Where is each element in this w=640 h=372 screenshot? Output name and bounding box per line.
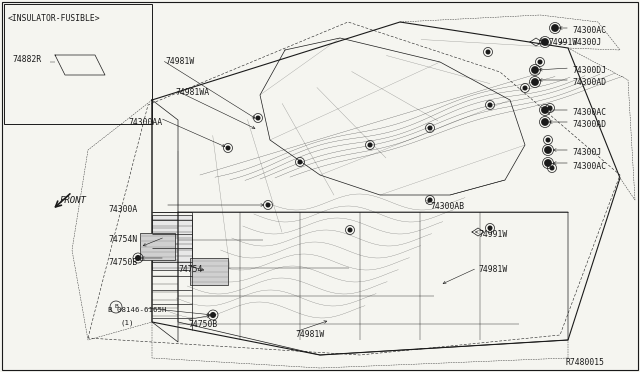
Text: 74991W: 74991W [548, 38, 577, 47]
Circle shape [541, 38, 548, 45]
Text: 74300AD: 74300AD [572, 120, 606, 129]
Text: B: B [114, 305, 118, 310]
Circle shape [547, 106, 552, 110]
Text: 74300J: 74300J [572, 148, 601, 157]
Text: R7480015: R7480015 [565, 358, 604, 367]
Circle shape [488, 225, 493, 231]
Text: 74754: 74754 [178, 265, 202, 274]
Text: 74981W: 74981W [165, 57, 195, 66]
Circle shape [210, 312, 216, 318]
Circle shape [225, 145, 230, 151]
Circle shape [348, 228, 353, 232]
Bar [152, 215, 192, 270]
Text: <INSULATOR-FUSIBLE>: <INSULATOR-FUSIBLE> [8, 14, 100, 23]
Text: 74991W: 74991W [478, 230, 508, 239]
Text: 74300AA: 74300AA [128, 118, 162, 127]
Circle shape [486, 49, 490, 55]
Text: 74981WA: 74981WA [175, 88, 209, 97]
Circle shape [488, 103, 493, 108]
Circle shape [545, 160, 552, 167]
Text: 74300J: 74300J [572, 38, 601, 47]
Circle shape [255, 115, 260, 121]
Circle shape [531, 67, 538, 74]
Text: 74981W: 74981W [295, 330, 324, 339]
Text: (1): (1) [120, 320, 134, 327]
Circle shape [545, 147, 552, 154]
Text: 74300A: 74300A [108, 205, 137, 214]
Circle shape [541, 106, 548, 113]
Circle shape [298, 160, 303, 164]
Circle shape [522, 86, 527, 90]
Text: 74750B: 74750B [108, 258, 137, 267]
Text: 74300AC: 74300AC [572, 108, 606, 117]
Text: FRONT: FRONT [60, 196, 87, 205]
Text: 74882R: 74882R [12, 55, 41, 64]
Text: 74300AB: 74300AB [430, 202, 464, 211]
Circle shape [531, 78, 538, 86]
Bar [140, 233, 175, 260]
Text: 74300DJ: 74300DJ [572, 66, 606, 75]
Circle shape [135, 255, 141, 261]
Circle shape [538, 60, 543, 64]
Circle shape [428, 125, 433, 131]
Text: 74300AD: 74300AD [572, 78, 606, 87]
Text: 74300AC: 74300AC [572, 26, 606, 35]
Text: 74754N: 74754N [108, 235, 137, 244]
Circle shape [266, 202, 271, 208]
Text: 74981W: 74981W [478, 265, 508, 274]
Bar [190, 258, 228, 285]
Text: 74300AC: 74300AC [572, 162, 606, 171]
Circle shape [428, 198, 433, 202]
Circle shape [550, 166, 554, 170]
Text: B 08146-6165H: B 08146-6165H [108, 307, 166, 313]
Circle shape [367, 142, 372, 148]
Circle shape [545, 138, 550, 142]
Text: 74750B: 74750B [188, 320, 217, 329]
Bar [4, 4, 152, 124]
Circle shape [552, 25, 559, 32]
Circle shape [541, 119, 548, 125]
